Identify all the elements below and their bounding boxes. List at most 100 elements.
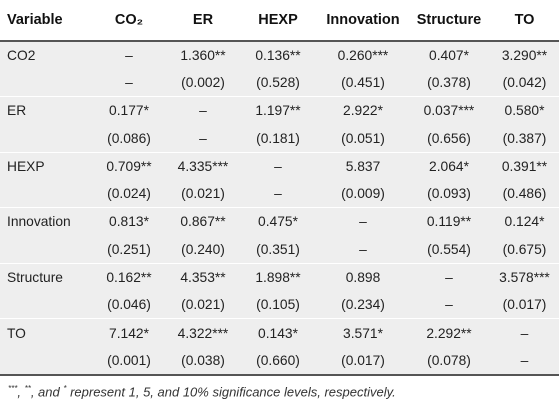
column-header: TO xyxy=(490,0,559,42)
row-label-empty xyxy=(0,291,90,320)
pvalue-cell: (0.051) xyxy=(318,124,408,153)
pvalue-cell: (0.042) xyxy=(490,68,559,98)
pvalue-cell: (0.554) xyxy=(408,235,490,264)
coefficient-cell: 0.898 xyxy=(345,270,381,286)
results-table: Variable CO₂ ER HEXP Innovation Structure TO C… xyxy=(0,0,559,376)
coefficient-cell: 0.260*** xyxy=(337,47,389,63)
pvalue-cell: – xyxy=(490,346,559,376)
pvalue-cell: (0.001) xyxy=(90,346,168,376)
pvalue-cell: – xyxy=(238,179,318,209)
pvalue-cell: – xyxy=(168,124,238,153)
pvalue-cell: (0.240) xyxy=(168,235,238,264)
pvalue-cell: (0.024) xyxy=(90,179,168,209)
table-row: (0.001) (0.038) (0.660) (0.017) (0.078) – xyxy=(0,346,559,376)
coefficient-cell: 4.353** xyxy=(180,270,226,286)
row-label: CO2 xyxy=(7,47,36,63)
coefficient-cell: 3.290** xyxy=(501,47,548,63)
coefficient-cell: 1.898** xyxy=(255,270,301,286)
table-row: HEXP 0.709** 4.335*** – 5.837 2.064* 0.391** xyxy=(0,152,559,180)
row-label: TO xyxy=(7,325,26,341)
coefficient-cell: – xyxy=(125,47,133,63)
row-label-empty xyxy=(0,68,90,98)
pvalue-cell: (0.093) xyxy=(408,179,490,209)
row-label: Structure xyxy=(7,270,63,286)
pvalue-cell: (0.181) xyxy=(238,124,318,153)
pvalue-cell: (0.078) xyxy=(408,346,490,376)
pvalue-cell: – xyxy=(408,291,490,320)
pvalue-cell: (0.387) xyxy=(490,124,559,153)
row-label-empty xyxy=(0,179,90,209)
pvalue-cell: (0.486) xyxy=(490,179,559,209)
coefficient-cell: 2.064* xyxy=(429,158,469,174)
pvalue-cell: – xyxy=(318,235,408,264)
coefficient-cell: – xyxy=(520,325,529,341)
footnote-sep-2: , and xyxy=(30,384,64,400)
pvalue-cell: (0.234) xyxy=(318,291,408,320)
pvalue-cell: (0.046) xyxy=(90,291,168,320)
coefficient-cell: 4.322*** xyxy=(177,325,229,341)
coefficient-cell: 3.578*** xyxy=(499,270,550,286)
pvalue-cell: (0.017) xyxy=(490,291,559,320)
footnote-sup-3: * xyxy=(63,384,67,393)
coefficient-cell: – xyxy=(445,270,453,286)
coefficient-cell: 0.177* xyxy=(109,103,149,119)
table-row: (0.251) (0.240) (0.351) – (0.554) (0.675) xyxy=(0,235,559,264)
coefficient-cell: 2.922* xyxy=(343,103,383,119)
pvalue-cell: (0.002) xyxy=(168,68,238,98)
column-header: HEXP xyxy=(238,0,318,42)
row-label-empty xyxy=(0,124,90,153)
row-label: ER xyxy=(7,103,27,119)
coefficient-cell: 1.197** xyxy=(255,103,301,119)
footnote-sup-2: ** xyxy=(24,384,31,393)
table-row: (0.086) – (0.181) (0.051) (0.656) (0.387) xyxy=(0,124,559,153)
header-row: Variable CO₂ ER HEXP Innovation Structure TO xyxy=(0,0,559,42)
table-footnote: ***, **, and * represent 1, 5, and 10% s… xyxy=(8,384,396,399)
pvalue-cell: (0.021) xyxy=(168,179,238,209)
footnote-text: represent 1, 5, and 10% significance lev… xyxy=(66,384,396,400)
coefficient-cell: 0.119** xyxy=(426,214,472,230)
table-row: Innovation 0.813* 0.867** 0.475* – 0.119** 0.1… xyxy=(0,208,559,236)
table-row: (0.046) (0.021) (0.105) (0.234) – (0.017) xyxy=(0,291,559,320)
pvalue-cell: (0.351) xyxy=(238,235,318,264)
pvalue-cell: (0.378) xyxy=(408,68,490,98)
pvalue-cell: (0.017) xyxy=(318,346,408,376)
pvalue-cell: (0.251) xyxy=(90,235,168,264)
column-header: Innovation xyxy=(318,0,408,42)
pvalue-cell: (0.528) xyxy=(238,68,318,98)
coefficient-cell: – xyxy=(274,158,282,174)
coefficient-cell: 5.837 xyxy=(345,158,381,174)
coefficient-cell: 4.335*** xyxy=(177,158,229,174)
pvalue-cell: (0.021) xyxy=(168,291,238,320)
table-row: ER 0.177* – 1.197** 2.922* 0.037*** 0.580* xyxy=(0,97,559,125)
coefficient-cell: 0.867** xyxy=(180,214,226,230)
pvalue-cell: (0.038) xyxy=(168,346,238,376)
coefficient-cell: 0.391** xyxy=(501,158,548,174)
coefficient-cell: 0.136** xyxy=(255,47,301,63)
coefficient-cell: 0.475* xyxy=(258,214,298,230)
row-label-empty xyxy=(0,346,90,376)
column-header: CO₂ xyxy=(90,0,168,42)
coefficient-cell: 7.142* xyxy=(109,325,149,341)
pvalue-cell: (0.009) xyxy=(318,179,408,209)
coefficient-cell: – xyxy=(359,214,367,230)
table-row: CO2 – 1.360** 0.136** 0.260*** 0.407* 3.290** xyxy=(0,41,559,69)
coefficient-cell: – xyxy=(199,103,207,119)
coefficient-cell: 0.162** xyxy=(106,270,152,286)
pvalue-cell: (0.656) xyxy=(408,124,490,153)
table-row: TO 7.142* 4.322*** 0.143* 3.571* 2.292** – xyxy=(0,319,559,347)
pvalue-cell: (0.660) xyxy=(238,346,318,376)
row-label: Innovation xyxy=(7,214,71,230)
coefficient-cell: 0.037*** xyxy=(423,103,475,119)
column-header: Structure xyxy=(408,0,490,42)
coefficient-cell: 0.124* xyxy=(504,214,545,230)
row-label-empty xyxy=(0,235,90,264)
table-body: CO2–1.360** 0.136** 0.260*** 0.407* 3.290** –… xyxy=(0,41,559,376)
footnote-sup-1: *** xyxy=(8,384,18,393)
pvalue-cell: (0.086) xyxy=(90,124,168,153)
footnote-sep-1: , xyxy=(17,384,25,400)
column-header: Variable xyxy=(0,0,90,42)
table-row: Structure 0.162** 4.353** 1.898** 0.898 – 3.57… xyxy=(0,263,559,291)
coefficient-cell: 0.813* xyxy=(109,214,149,230)
coefficient-cell: 0.709** xyxy=(106,158,152,174)
